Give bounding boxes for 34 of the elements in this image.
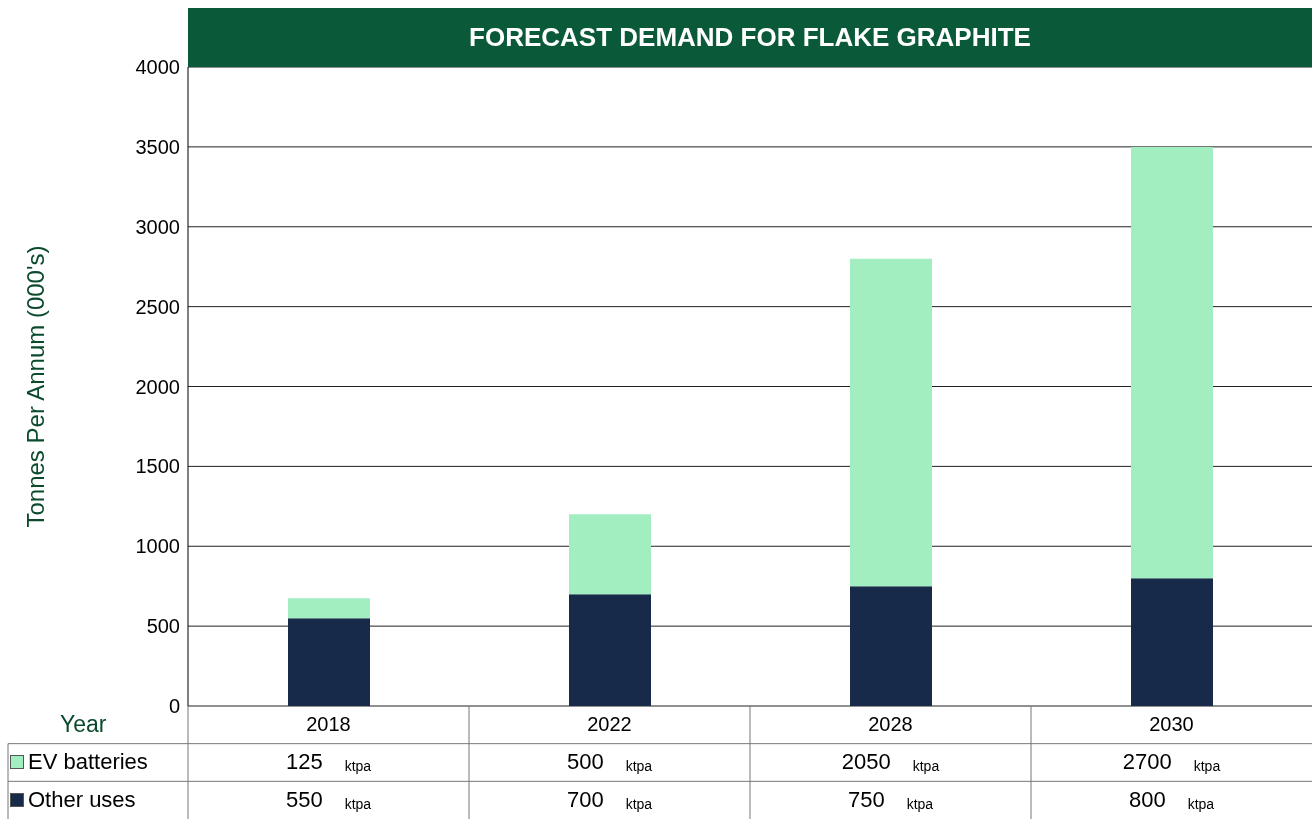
data-label: 800 ktpa <box>1128 787 1215 814</box>
data-label: 700 ktpa <box>566 787 653 814</box>
bar <box>1131 578 1213 706</box>
bar <box>1131 146 1213 579</box>
legend-label: Other uses <box>27 786 137 815</box>
y-tick-label: 2500 <box>135 295 180 318</box>
bar <box>850 258 932 587</box>
bar <box>850 586 932 706</box>
x-axis-title: Year <box>60 711 107 738</box>
y-tick-label: 3500 <box>135 135 180 158</box>
bar <box>569 594 651 706</box>
bar <box>288 618 370 706</box>
data-label: 550 ktpa <box>285 787 372 814</box>
y-tick-label: 500 <box>146 615 180 638</box>
y-axis-title: Tonnes Per Annum (000's) <box>21 245 49 528</box>
data-label: 2700 ktpa <box>1122 749 1221 776</box>
y-tick-label: 1500 <box>135 455 180 478</box>
y-tick-label: 3000 <box>135 215 180 238</box>
x-tick-label: 2030 <box>1148 712 1195 738</box>
data-label: 2050 ktpa <box>841 749 940 776</box>
y-tick-label: 4000 <box>135 56 180 79</box>
chart-title: FORECAST DEMAND FOR FLAKE GRAPHITE <box>188 8 1312 67</box>
bar <box>288 598 370 619</box>
data-label: 750 ktpa <box>847 787 934 814</box>
y-tick-label: 0 <box>168 695 180 718</box>
data-label: 125 ktpa <box>285 749 372 776</box>
bar <box>569 514 651 595</box>
legend-label: EV batteries <box>27 748 149 777</box>
data-label: 500 ktpa <box>566 749 653 776</box>
x-tick-label: 2018 <box>305 712 352 738</box>
x-tick-label: 2028 <box>867 712 914 738</box>
y-tick-label: 2000 <box>135 375 180 398</box>
y-tick-label: 1000 <box>135 535 180 558</box>
x-tick-label: 2022 <box>586 712 633 738</box>
